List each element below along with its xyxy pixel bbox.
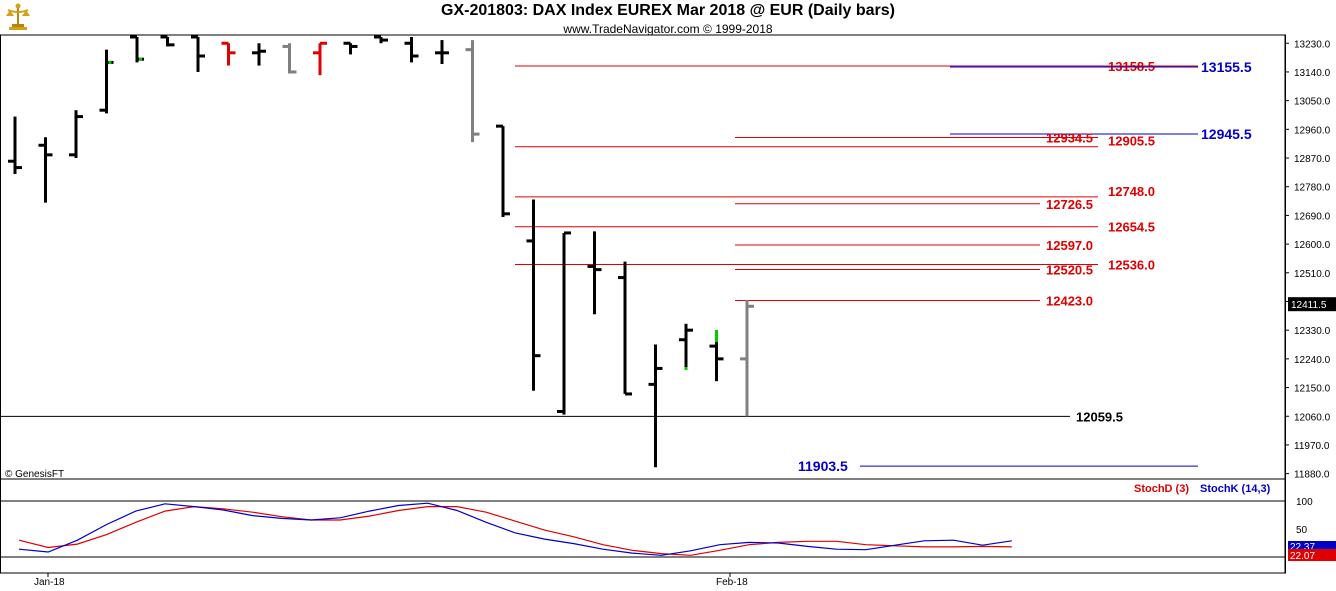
y-tick-label: 12060.0 [1294,412,1331,423]
y-tick-label: 12150.0 [1294,384,1331,395]
level-label: 12905.5 [1108,134,1155,149]
ohlc-bar [740,299,754,417]
level-label: 12934.5 [1046,130,1093,145]
ohlc-bar [38,137,53,203]
ohlc-bar [404,37,419,63]
y-tick-label: 13050.0 [1294,97,1331,108]
y-tick-label: 11970.0 [1294,441,1330,452]
copyright-text: © GenesisFT [5,469,65,480]
stochk-legend: StochK (14,3) [1200,483,1271,495]
y-tick-label: 12780.0 [1294,183,1331,194]
ohlc-bar [374,35,388,44]
y-tick-label: 13140.0 [1294,68,1331,79]
y-tick-label: 13230.0 [1294,39,1331,50]
ohlc-bar [587,231,602,315]
level-label: 12536.0 [1108,258,1155,273]
price-bars [8,35,754,468]
ohlc-bar [435,40,449,64]
ohlc-bar [160,35,175,47]
ohlc-bar [252,43,266,66]
y-tick-label: 12690.0 [1294,211,1331,222]
level-label: 12726.5 [1046,197,1093,212]
ohlc-bar [282,43,297,74]
level-label: 12423.0 [1046,294,1093,309]
stoch-series-line [18,505,1012,556]
current-price-badge [1288,297,1336,312]
stoch-tick-label: 50 [1296,525,1308,536]
x-tick-label: Jan-18 [34,577,65,588]
genesis-logo-icon [6,3,30,30]
y-tick-label: 12330.0 [1294,326,1331,337]
ohlc-bar [130,35,144,63]
ohlc-bar [69,110,83,159]
ohlc-bar [648,344,663,468]
level-label: 11903.5 [798,458,848,474]
ohlc-bar [465,40,480,143]
y-tick-label: 11880.0 [1294,470,1330,481]
y-tick-label: 12240.0 [1294,355,1331,366]
chart-frame [0,34,1286,574]
chart-subtitle: www.TradeNavigator.com © 1999-2018 [563,22,773,36]
x-tick-label: Feb-18 [716,577,748,588]
ohlc-bar [313,41,327,76]
y-tick-label: 12960.0 [1294,125,1331,136]
ohlc-bar [221,41,236,66]
ohlc-bar [496,124,510,218]
current-price-label: 12411.5 [1291,300,1327,311]
level-label: 12654.5 [1108,220,1155,235]
stoch-tick-label: 100 [1296,497,1313,508]
ohlc-bar [709,330,724,382]
y-tick-label: 12600.0 [1294,240,1331,251]
y-tick-label: 12870.0 [1294,154,1331,165]
date-axis: Jan-18 Feb-18 [34,573,748,588]
stoch-k-badge [1288,541,1336,551]
stoch-d-badge [1288,549,1336,561]
ohlc-bar [8,116,22,174]
stoch-series-line [18,502,1012,556]
level-label: 12597.0 [1046,238,1093,253]
price-axis: 13230.0 13140.0 13050.0 12960.0 12870.0 12780… [1285,39,1336,481]
chart-title: GX-201803: DAX Index EUREX Mar 2018 @ EU… [441,2,895,19]
y-tick-label: 12510.0 [1294,269,1331,280]
ohlc-bar [526,199,541,391]
ohlc-bar [618,261,632,396]
stochd-legend: StochD (3) [1134,483,1189,495]
level-label: 12748.0 [1108,184,1155,199]
level-label: 12520.5 [1046,262,1093,277]
stoch-d-value: 22.07 [1290,551,1315,562]
ohlc-bar [99,49,114,114]
level-label: 12945.5 [1201,126,1252,142]
ohlc-bar [679,323,693,371]
ohlc-bar [557,231,571,415]
level-label: 12059.5 [1076,409,1123,424]
ohlc-bar [191,35,205,72]
ohlc-bar [343,41,358,55]
level-label: 13155.5 [1201,59,1252,75]
stoch-k-value: 22.37 [1290,542,1315,553]
